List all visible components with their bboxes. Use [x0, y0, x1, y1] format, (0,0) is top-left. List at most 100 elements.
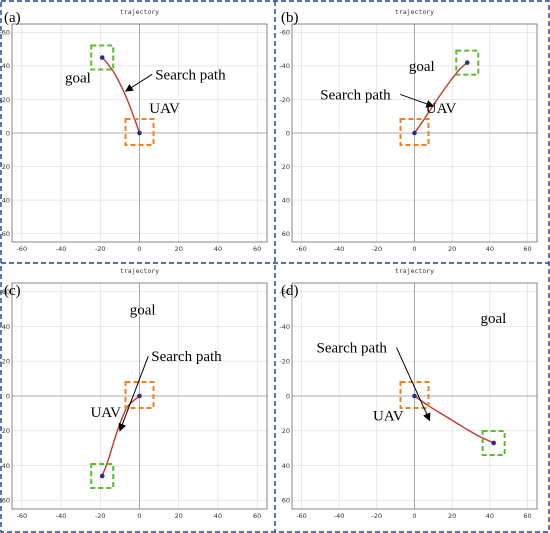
- panel-title: trajectory: [120, 267, 159, 275]
- x-tick-label: -60: [296, 512, 307, 520]
- search-path-arrow: [400, 93, 435, 108]
- panel-title: trajectory: [395, 8, 434, 16]
- goal-point: [99, 473, 105, 479]
- x-tick-label: -40: [334, 245, 345, 253]
- y-tick-label: -40: [0, 62, 10, 70]
- x-tick-label: 40: [214, 245, 222, 253]
- y-tick-label: 20: [2, 163, 10, 171]
- goal-point: [464, 60, 470, 65]
- y-tick-label: 20: [2, 427, 10, 435]
- x-tick-label: 60: [523, 512, 531, 520]
- search-path-line: [101, 57, 141, 134]
- y-tick-label: 40: [2, 462, 10, 470]
- y-tick-label: 40: [282, 462, 290, 470]
- y-tick-label: 0: [286, 392, 290, 400]
- uav-point: [412, 130, 417, 136]
- y-tick-label: -20: [0, 358, 10, 366]
- y-tick-label: 40: [2, 196, 10, 204]
- plot-frame: [11, 23, 268, 243]
- x-tick-label: -20: [371, 512, 382, 520]
- x-tick-label: 0: [412, 245, 416, 253]
- uav-box: [124, 118, 155, 146]
- y-tick-label: -60: [279, 29, 290, 37]
- y-tick-label: -40: [279, 62, 290, 70]
- y-tick-label: 0: [286, 129, 290, 137]
- y-tick-label: 60: [2, 230, 10, 238]
- x-tick-label: -40: [334, 512, 345, 520]
- y-tick-label: 20: [282, 427, 290, 435]
- x-tick-label: -20: [95, 512, 106, 520]
- goal-point: [491, 440, 496, 446]
- plot-frame: [291, 282, 538, 510]
- uav-annotation: UAV: [90, 405, 121, 421]
- plot-frame: [291, 23, 538, 243]
- x-tick-label: -60: [16, 245, 27, 253]
- goal-box: [90, 44, 115, 71]
- search-path-line: [414, 395, 494, 444]
- search-path-annotation: Search path: [320, 87, 391, 103]
- uav-annotation: UAV: [426, 101, 457, 117]
- y-tick-label: -20: [279, 96, 290, 104]
- search-path-arrow: [118, 356, 149, 432]
- x-tick-label: 0: [137, 245, 141, 253]
- y-tick-label: -60: [0, 288, 10, 296]
- x-tick-label: -60: [296, 245, 307, 253]
- uav-point: [137, 393, 142, 399]
- goal-box: [481, 429, 506, 456]
- panel-label: (b): [281, 10, 299, 26]
- x-tick-label: -20: [95, 245, 106, 253]
- y-tick-label: -20: [0, 96, 10, 104]
- panel-title: trajectory: [395, 267, 434, 275]
- search-path-line: [413, 62, 468, 134]
- x-tick-label: 40: [486, 245, 494, 253]
- uav-box: [399, 381, 430, 409]
- x-tick-label: 60: [253, 512, 261, 520]
- panel-label: (a): [4, 10, 21, 26]
- x-tick-label: 0: [412, 512, 416, 520]
- goal-point: [99, 55, 105, 60]
- panel-label: (c): [4, 283, 21, 299]
- y-tick-label: 60: [282, 230, 290, 238]
- search-path-arrow: [396, 347, 431, 422]
- x-tick-label: 60: [523, 245, 531, 253]
- y-tick-label: -20: [279, 358, 290, 366]
- search-path-annotation: Search path: [317, 341, 388, 357]
- panel-c: -60 -40 -20 0 20 40 60 -60 -40 -20 0 20 40 60 trajecto…: [0, 267, 268, 520]
- goal-annotation: goal: [409, 59, 435, 75]
- x-tick-label: -60: [16, 512, 27, 520]
- search-path-annotation: Search path: [155, 67, 226, 83]
- panel-b: -60 -40 -20 0 20 40 60 -60 -40 -20 0 20 40 60 trajecto…: [279, 8, 538, 253]
- plot-frame: [11, 282, 268, 510]
- goal-box: [455, 49, 480, 76]
- goal-annotation: goal: [480, 311, 506, 327]
- x-tick-label: -20: [371, 245, 382, 253]
- panel-label: (d): [281, 283, 299, 299]
- search-path-arrow: [124, 73, 153, 92]
- y-tick-label: 20: [282, 163, 290, 171]
- uav-box: [124, 381, 155, 409]
- goal-annotation: goal: [65, 71, 91, 87]
- uav-annotation: UAV: [149, 101, 180, 117]
- x-tick-label: 20: [448, 512, 456, 520]
- y-tick-label: -40: [279, 323, 290, 331]
- x-tick-label: -40: [56, 512, 67, 520]
- x-tick-label: 40: [486, 512, 494, 520]
- y-tick-label: -60: [0, 29, 10, 37]
- goal-box: [90, 462, 115, 489]
- x-tick-label: 20: [175, 245, 183, 253]
- x-tick-label: 20: [448, 245, 456, 253]
- x-tick-label: 20: [175, 512, 183, 520]
- y-tick-label: 0: [6, 392, 10, 400]
- uav-annotation: UAV: [373, 408, 404, 424]
- y-tick-label: 60: [282, 497, 290, 505]
- goal-annotation: goal: [130, 302, 156, 318]
- uav-point: [412, 393, 417, 399]
- y-tick-label: 60: [2, 497, 10, 505]
- y-tick-label: -60: [279, 288, 290, 296]
- y-tick-label: 0: [6, 129, 10, 137]
- uav-point: [137, 130, 142, 136]
- panel-title: trajectory: [120, 8, 159, 16]
- y-tick-label: 40: [282, 196, 290, 204]
- uav-box: [399, 118, 430, 146]
